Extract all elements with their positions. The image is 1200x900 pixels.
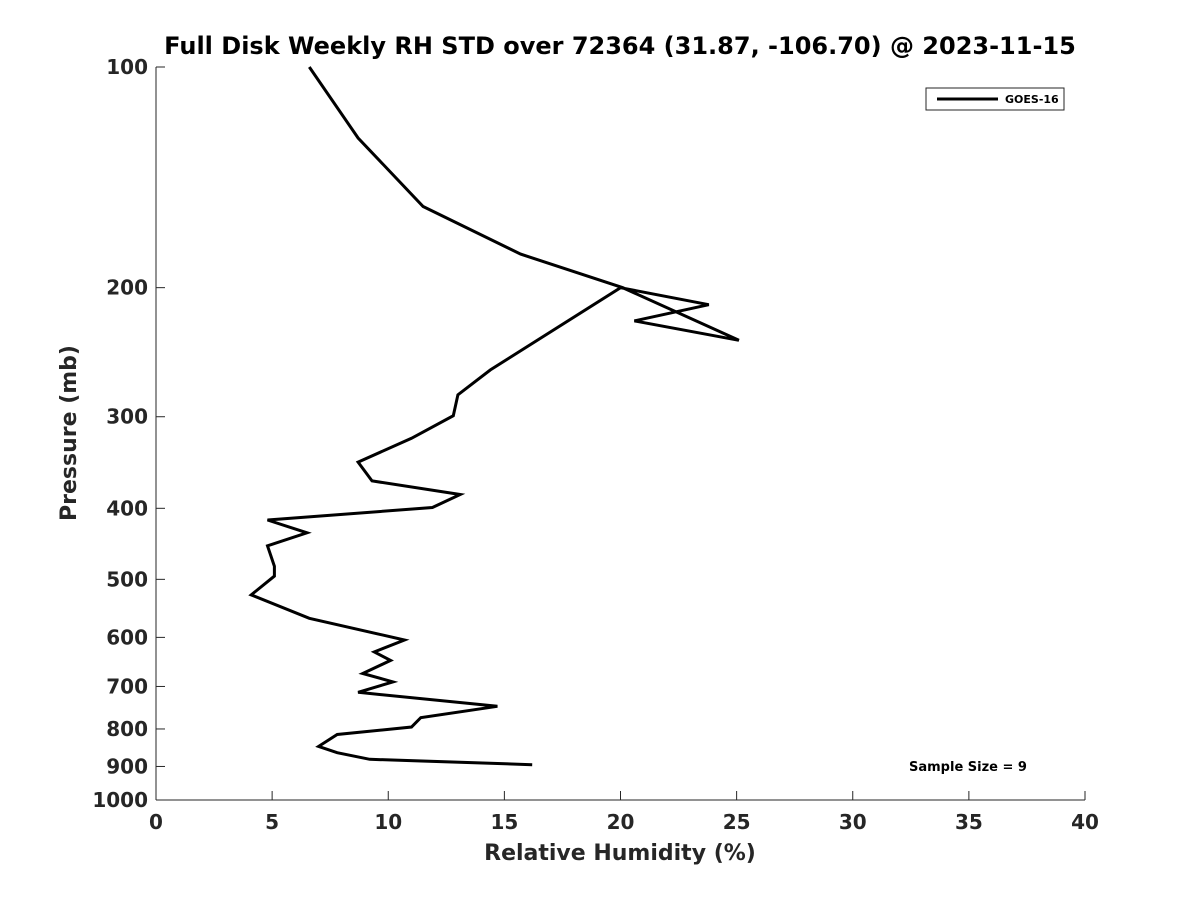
x-tick-label: 5: [265, 810, 279, 834]
y-axis-title: Pressure (mb): [57, 345, 82, 521]
x-tick-label: 10: [374, 810, 402, 834]
x-tick-label: 20: [607, 810, 635, 834]
chart-title: Full Disk Weekly RH STD over 72364 (31.8…: [164, 32, 1076, 60]
y-tick-label: 400: [106, 496, 148, 520]
x-axis-ticks: 0 5 10 15 20 25 30 35 40: [149, 791, 1099, 834]
y-tick-label: 100: [106, 55, 148, 79]
x-axis-title: Relative Humidity (%): [484, 841, 756, 866]
x-tick-label: 30: [839, 810, 867, 834]
y-tick-label: 1000: [92, 788, 148, 812]
series-layer: [248, 66, 740, 767]
x-tick-label: 40: [1071, 810, 1099, 834]
legend: GOES-16: [925, 87, 1065, 111]
y-tick-label: 800: [106, 717, 148, 741]
x-tick-label: 15: [490, 810, 518, 834]
y-tick-label: 900: [106, 754, 148, 778]
y-tick-label: 700: [106, 674, 148, 698]
x-tick-label: 0: [149, 810, 163, 834]
y-tick-label: 200: [106, 276, 148, 300]
y-tick-label: 300: [106, 405, 148, 429]
x-tick-label: 35: [955, 810, 983, 834]
y-tick-label: 600: [106, 625, 148, 649]
y-tick-label: 500: [106, 567, 148, 591]
plot-axes: [155, 67, 1085, 801]
series-line-goes-16: [248, 66, 740, 767]
y-axis-ticks: 100 200 300 400 500 600 700 800 900 1000: [92, 55, 165, 812]
sample-size-annotation: Sample Size = 9: [909, 760, 1027, 775]
x-tick-label: 25: [723, 810, 751, 834]
legend-label-goes-16: GOES-16: [1005, 93, 1059, 106]
